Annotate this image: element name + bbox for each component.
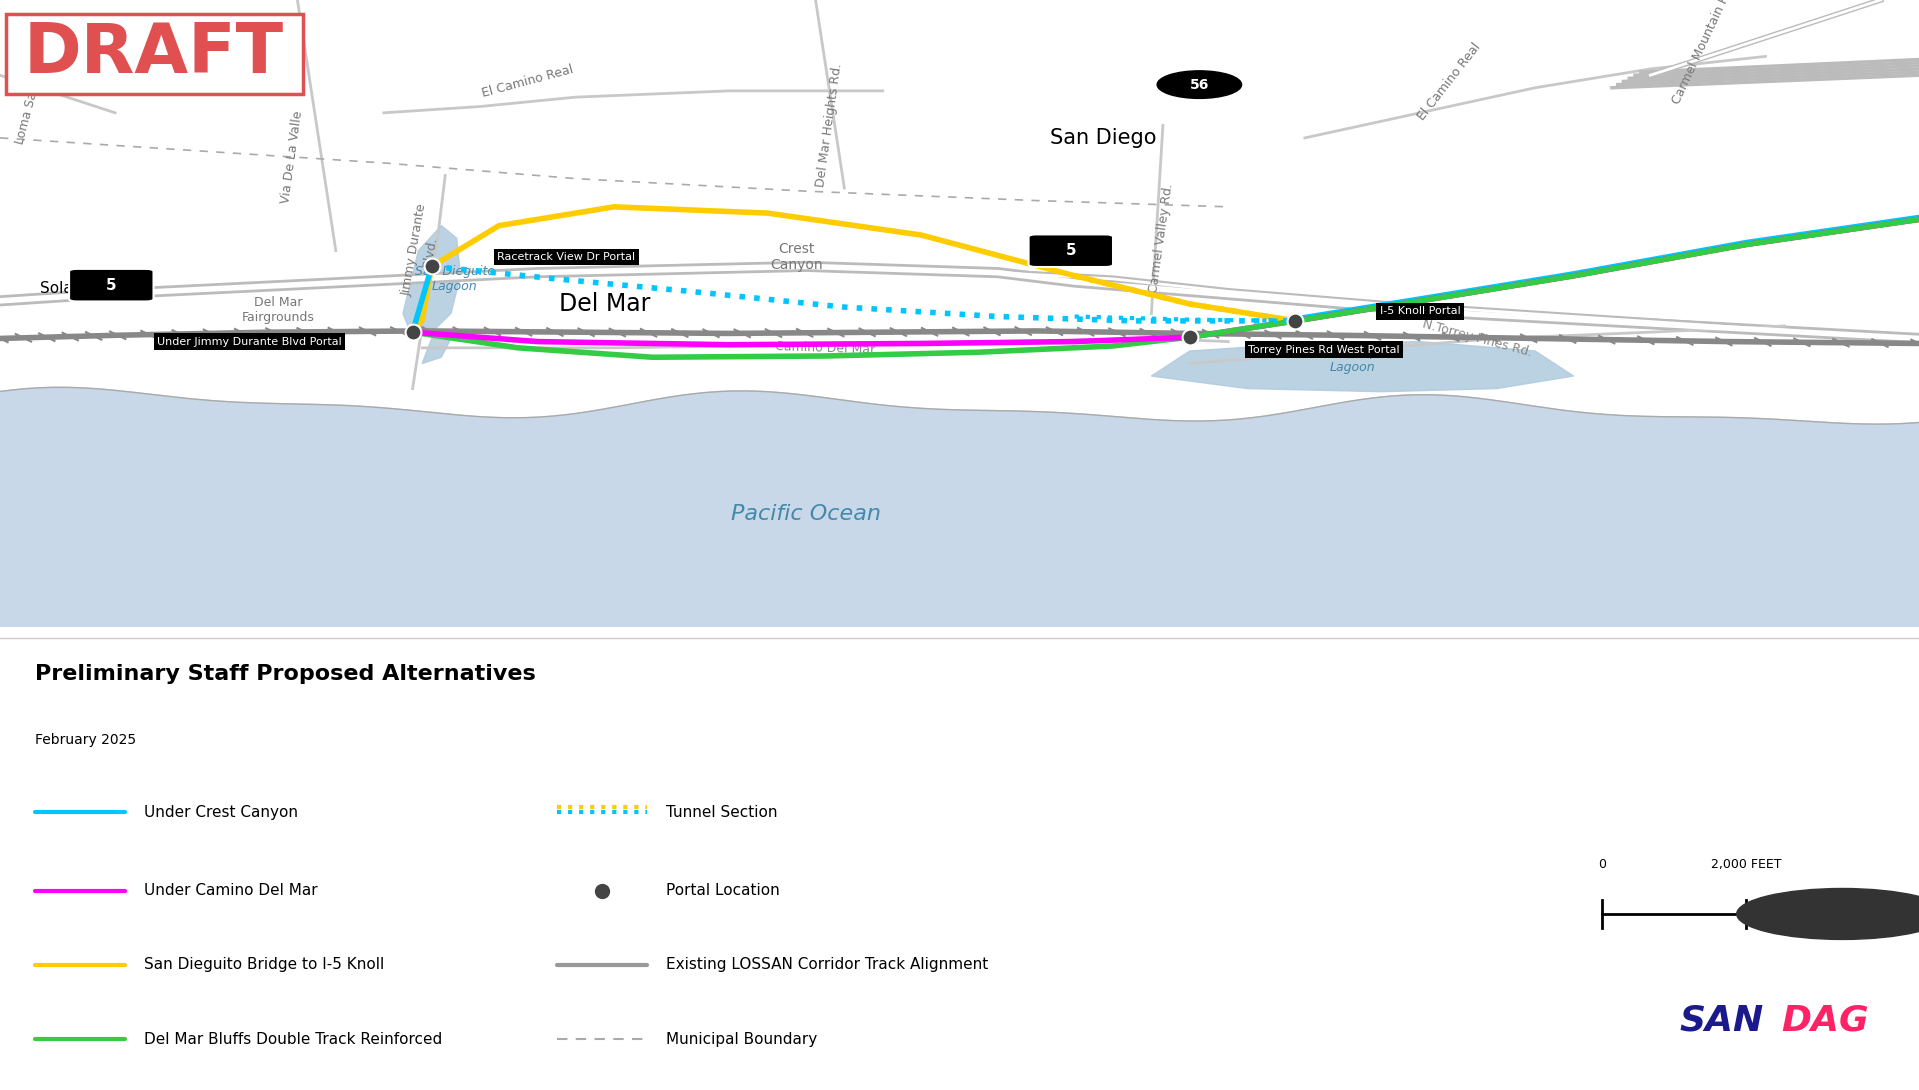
Text: Under Crest Canyon: Under Crest Canyon	[144, 804, 297, 820]
Text: El Camino Real: El Camino Real	[480, 63, 576, 100]
Point	[397, 324, 428, 341]
Text: Via De La Valle: Via De La Valle	[278, 109, 305, 204]
Text: Los Peñasquitos
Lagoon: Los Peñasquitos Lagoon	[1303, 347, 1403, 374]
Text: Racetrack View Dr Portal: Racetrack View Dr Portal	[497, 252, 635, 262]
Point	[1174, 328, 1205, 346]
Text: DRAFT: DRAFT	[23, 21, 284, 87]
Polygon shape	[0, 387, 1919, 627]
Text: Portal Location: Portal Location	[666, 883, 779, 898]
Text: San Diego: San Diego	[1050, 128, 1157, 148]
Text: Preliminary Staff Proposed Alternatives: Preliminary Staff Proposed Alternatives	[35, 664, 535, 683]
Text: El Camino Real: El Camino Real	[1414, 40, 1483, 122]
Text: Under Camino Del Mar: Under Camino Del Mar	[144, 883, 317, 898]
Text: Crest
Canyon: Crest Canyon	[770, 242, 823, 272]
Text: Tunnel Section: Tunnel Section	[666, 804, 777, 820]
Text: N.Torrey Pines Rd.: N.Torrey Pines Rd.	[1422, 317, 1533, 360]
Text: San Dieguito Bridge to I-5 Knoll: San Dieguito Bridge to I-5 Knoll	[144, 957, 384, 972]
Text: Del Mar Bluffs Double Track Reinforced: Del Mar Bluffs Double Track Reinforced	[144, 1031, 441, 1046]
Text: Torrey Pines Rd West Portal: Torrey Pines Rd West Portal	[1247, 344, 1401, 354]
Text: Under Jimmy Durante Blvd Portal: Under Jimmy Durante Blvd Portal	[157, 337, 342, 347]
Polygon shape	[403, 226, 461, 338]
Text: 2,000 FEET: 2,000 FEET	[1712, 858, 1781, 871]
Polygon shape	[1151, 341, 1574, 391]
Text: Loma Santa Fe Rd.: Loma Santa Fe Rd.	[13, 29, 56, 146]
Text: February 2025: February 2025	[35, 734, 136, 748]
Text: SAN: SAN	[1679, 1004, 1764, 1038]
Text: 56: 56	[1190, 77, 1209, 92]
Text: Solana Beach: Solana Beach	[40, 281, 144, 295]
Text: Carmel Mountain Rd.: Carmel Mountain Rd.	[1670, 0, 1739, 106]
FancyBboxPatch shape	[1029, 234, 1113, 267]
Circle shape	[1737, 888, 1919, 940]
Text: Del Mar: Del Mar	[558, 292, 651, 316]
FancyBboxPatch shape	[69, 269, 154, 302]
Point	[416, 257, 447, 275]
Text: Del Mar
Fairgrounds: Del Mar Fairgrounds	[242, 296, 315, 324]
Text: Jimmy Durante
Blvd.: Jimmy Durante Blvd.	[401, 202, 443, 300]
Text: Pacific Ocean: Pacific Ocean	[731, 504, 881, 524]
Text: Carmel Valley Rd.: Carmel Valley Rd.	[1148, 182, 1174, 294]
Text: 5: 5	[1065, 243, 1077, 258]
Text: I-5 Knoll Portal: I-5 Knoll Portal	[1380, 306, 1460, 316]
Text: Camino Del Mar: Camino Del Mar	[775, 340, 875, 356]
Text: 5: 5	[106, 278, 117, 293]
FancyBboxPatch shape	[6, 14, 303, 94]
Text: Existing LOSSAN Corridor Track Alignment: Existing LOSSAN Corridor Track Alignment	[666, 957, 988, 972]
Point	[1280, 312, 1311, 329]
Text: San Dieguito
Lagoon: San Dieguito Lagoon	[415, 265, 495, 293]
Text: Del Mar Heights Rd.: Del Mar Heights Rd.	[814, 62, 844, 189]
Circle shape	[1157, 71, 1242, 98]
Text: Municipal Boundary: Municipal Boundary	[666, 1031, 817, 1046]
Text: 0: 0	[1599, 858, 1606, 871]
Text: DAG: DAG	[1781, 1004, 1869, 1038]
Polygon shape	[422, 338, 451, 363]
